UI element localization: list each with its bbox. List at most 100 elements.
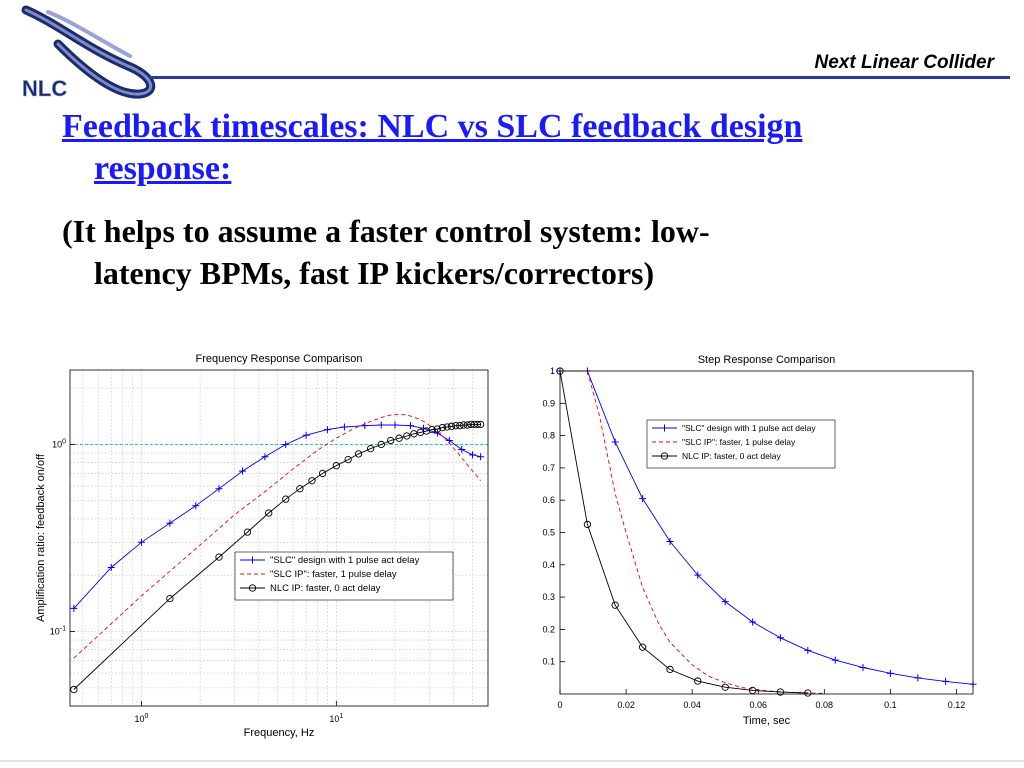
slide-body-line1: (It helps to assume a faster control sys…: [62, 213, 710, 249]
data-point: [215, 485, 223, 493]
y-tick-label: 1: [550, 366, 555, 376]
plot-area: [560, 371, 973, 694]
slide-heading-line2: response:: [62, 148, 962, 190]
data-point: [428, 425, 436, 434]
legend-label-3: NLC IP: faster, 0 act delay: [682, 451, 781, 461]
y-tick-base: 10: [50, 627, 60, 637]
legend-marker-1: [249, 556, 256, 564]
x-tick-base: 10: [134, 714, 144, 724]
data-point: [340, 423, 348, 431]
y-tick-base: 10: [52, 439, 62, 449]
y-tick-label: 0.2: [542, 624, 555, 634]
data-point: [638, 643, 647, 651]
legend-box: [646, 419, 836, 469]
y-tick-label: 0.7: [542, 463, 555, 473]
data-point: [354, 450, 363, 458]
data-point: [265, 509, 273, 517]
legend-label-2: "SLC IP": faster, 1 pulse delay: [270, 569, 397, 580]
data-point: [694, 571, 702, 579]
data-point: [473, 420, 482, 429]
y-tick-exp: 0: [62, 438, 66, 445]
chart-title: Frequency Response Comparison: [196, 353, 363, 365]
data-point: [433, 429, 441, 437]
data-point: [459, 421, 468, 429]
x-axis-label: Time, sec: [743, 715, 791, 727]
data-point: [238, 467, 246, 475]
data-point: [469, 451, 477, 459]
data-point: [282, 440, 290, 448]
y-tick-label: 100: [52, 438, 66, 449]
data-point: [107, 563, 115, 571]
series-line-3: [559, 370, 808, 694]
series-1: [556, 367, 977, 688]
x-tick-exp: 0: [144, 713, 148, 720]
legend-label-2: "SLC IP": faster, 1 pulse delay: [682, 437, 796, 447]
x-tick-label: 0.08: [816, 700, 834, 710]
data-point: [391, 421, 399, 429]
y-tick-label: 0.1: [542, 657, 555, 667]
data-point: [776, 688, 785, 696]
y-tick-label: 0.9: [542, 398, 555, 408]
y-tick-label: 0.3: [542, 592, 555, 602]
data-point: [433, 425, 442, 433]
data-point: [166, 519, 174, 527]
data-point: [804, 689, 812, 697]
data-point: [886, 669, 894, 677]
legend-label-3: NLC IP: faster, 0 act delay: [270, 583, 381, 594]
x-axis-label: Frequency, Hz: [244, 727, 315, 739]
data-point: [406, 422, 414, 430]
y-tick-label: 0.5: [542, 528, 555, 538]
x-tick-base: 10: [329, 714, 339, 724]
x-tick-label: 0.1: [884, 700, 897, 710]
data-point: [367, 444, 375, 453]
series-1: [70, 421, 485, 612]
y-tick-label: 0.4: [542, 560, 555, 570]
data-point: [438, 423, 447, 432]
data-point: [477, 453, 485, 461]
data-point: [387, 436, 395, 445]
data-point: [215, 553, 223, 561]
data-point: [403, 432, 411, 440]
x-tick-label: 0.02: [617, 700, 635, 710]
data-point: [70, 604, 78, 612]
data-point: [192, 502, 200, 510]
series-line-3: [73, 423, 481, 690]
legend: "SLC" design with 1 pulse act delay "SLC …: [646, 419, 836, 469]
data-point: [776, 634, 784, 642]
legend-box: [234, 551, 454, 601]
series-3: [70, 420, 485, 694]
data-point: [243, 528, 252, 536]
data-point: [344, 455, 352, 464]
data-point: [166, 594, 174, 603]
x-tick-label: 0.04: [683, 700, 701, 710]
data-point: [308, 477, 316, 485]
slide-heading: Feedback timescales: NLC vs SLC feedback…: [62, 106, 962, 190]
x-tick-exp: 1: [339, 713, 343, 720]
data-point: [261, 453, 269, 461]
data-point: [361, 422, 369, 430]
header-title: Next Linear Collider: [814, 52, 995, 73]
data-point: [721, 683, 729, 691]
data-point: [639, 495, 647, 503]
y-axis-label: Amplification ratio: feedback on/off: [35, 453, 47, 622]
data-point: [452, 422, 460, 430]
x-tick-label: 101: [329, 713, 343, 724]
data-point: [666, 665, 674, 674]
data-point: [377, 440, 385, 449]
series-3: [556, 367, 812, 697]
plot-area: [70, 370, 488, 706]
data-point: [395, 434, 403, 442]
header-rule: [150, 76, 1010, 79]
data-point: [443, 423, 451, 431]
y-tick-label: 10-1: [50, 626, 66, 637]
nlc-logo: NLC: [21, 5, 156, 101]
data-point: [666, 538, 674, 546]
data-point: [422, 427, 431, 435]
logo-text: NLC: [22, 76, 67, 101]
x-tick-label: 0.06: [749, 700, 767, 710]
data-point: [456, 422, 464, 430]
data-point: [70, 685, 78, 694]
data-point: [137, 538, 145, 546]
